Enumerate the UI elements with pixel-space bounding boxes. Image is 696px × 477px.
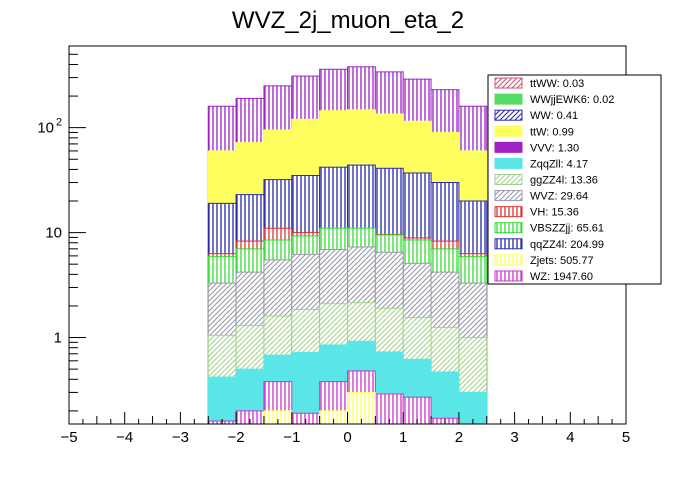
x-tick-label: 5: [622, 429, 630, 446]
x-tick-label: −4: [116, 429, 133, 446]
x-tick-label: −5: [60, 429, 77, 446]
legend-label: VBSZZjj: 65.61: [530, 223, 604, 235]
x-tick-label: 0: [343, 429, 351, 446]
legend-label: Zjets: 505.77: [530, 255, 594, 267]
bar-zjets-5: [347, 391, 376, 425]
bars-layer: [207, 66, 488, 425]
legend-swatch: [494, 109, 523, 121]
x-tick-label: −2: [228, 429, 245, 446]
legend-swatch: [494, 141, 523, 153]
legend-entry: WWjjEWK6: 0.02: [494, 93, 614, 106]
legend-label: WVZ: 29.64: [530, 191, 588, 203]
legend-swatch: [494, 174, 523, 185]
legend-swatch: [494, 77, 523, 89]
legend-entry: ttW: 0.99: [494, 125, 574, 138]
legend-label: ZqqZll: 4.17: [530, 158, 588, 170]
legend-label: ggZZ4l: 13.36: [530, 175, 598, 187]
legend-swatch: [494, 222, 523, 234]
y-tick-label: 10: [45, 225, 62, 242]
legend-entry: ggZZ4l: 13.36: [494, 174, 598, 187]
legend-swatch: [494, 157, 523, 169]
legend-swatch: [494, 238, 523, 250]
legend-entry: Zjets: 505.77: [494, 254, 594, 267]
legend-label: ttW: 0.99: [530, 126, 574, 138]
legend-entry: VVV: 1.30: [494, 141, 579, 154]
x-tick-label: −3: [172, 429, 189, 446]
legend-swatch: [494, 206, 523, 218]
legend-entry: WZ: 1947.60: [494, 270, 593, 283]
x-tick-label: 4: [566, 429, 574, 446]
x-tick-label: 3: [510, 429, 518, 446]
legend-entry: VBSZZjj: 65.61: [494, 222, 604, 235]
legend-swatch: [494, 93, 523, 105]
bar-zqqzll-0: [207, 376, 237, 425]
bar-zqqzll-9: [458, 391, 488, 425]
legend-entry: ZqqZll: 4.17: [494, 157, 588, 170]
x-axis: −5 −4 −3 −2 −1 0 1 2 3 4 5: [60, 412, 630, 446]
legend-label: WZ: 1947.60: [530, 271, 593, 283]
legend-entry: WW: 0.41: [494, 109, 578, 122]
legend-entry: qqZZ4l: 204.99: [494, 238, 604, 251]
legend-swatch: [494, 254, 523, 266]
legend-label: VH: 15.36: [530, 207, 579, 219]
legend-label: ttWW: 0.03: [530, 78, 584, 90]
legend-label: WWjjEWK6: 0.02: [530, 94, 614, 106]
legend: ttWW: 0.03 WWjjEWK6: 0.02 WW: 0.41 ttW: 0.9…: [487, 74, 662, 285]
legend-label: qqZZ4l: 204.99: [530, 239, 604, 251]
legend-label: WW: 0.41: [530, 110, 578, 122]
legend-swatch: [494, 125, 523, 137]
bar-zqqzll-8: [430, 371, 460, 425]
x-tick-label: 2: [455, 429, 463, 446]
chart-title: WVZ_2j_muon_eta_2: [232, 7, 464, 34]
y-tick-exponent: 2: [56, 117, 62, 129]
x-tick-label: −1: [283, 429, 300, 446]
y-tick-label: 10: [37, 120, 54, 137]
legend-swatch: [494, 270, 523, 282]
legend-swatch: [494, 190, 523, 202]
x-tick-label: 1: [399, 429, 407, 446]
legend-entry: VH: 15.36: [494, 206, 579, 219]
legend-label: VVV: 1.30: [530, 142, 579, 154]
legend-entry: WVZ: 29.64: [494, 190, 588, 203]
legend-entry: ttWW: 0.03: [494, 77, 584, 90]
y-tick-label: 1: [54, 330, 62, 347]
